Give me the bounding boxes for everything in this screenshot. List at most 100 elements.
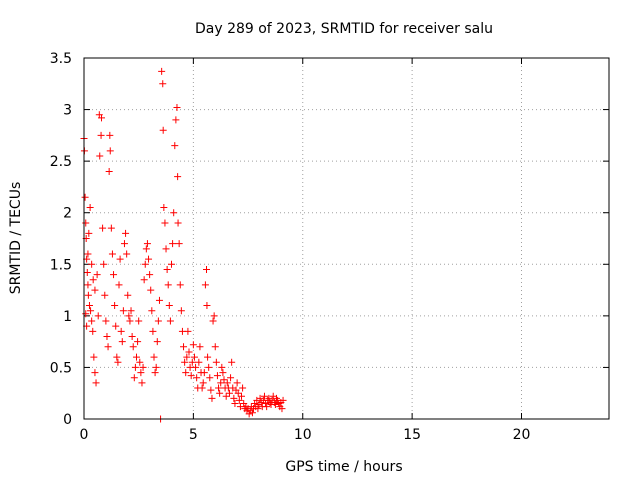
data-point — [166, 317, 174, 325]
data-point — [209, 317, 217, 325]
data-point — [103, 332, 111, 340]
data-point — [91, 369, 99, 377]
data-point — [183, 353, 191, 361]
data-point — [158, 67, 166, 75]
y-tick-label: 2.5 — [50, 154, 72, 170]
data-point — [104, 343, 112, 351]
data-point — [82, 219, 90, 227]
data-point — [94, 312, 102, 320]
grid-lines — [84, 58, 609, 419]
data-point — [130, 374, 138, 382]
data-point — [189, 341, 197, 349]
data-point — [85, 229, 93, 237]
data-point — [238, 392, 245, 400]
data-point — [146, 271, 154, 279]
data-point — [141, 260, 149, 268]
data-point — [172, 116, 180, 124]
data-point — [159, 80, 167, 88]
data-point — [108, 250, 116, 258]
data-point — [126, 317, 134, 325]
data-point — [260, 392, 268, 400]
data-point — [120, 240, 128, 248]
plot-frame — [83, 57, 610, 420]
data-point — [101, 291, 109, 299]
data-point — [207, 386, 215, 394]
data-point — [149, 327, 157, 335]
data-point — [113, 353, 121, 361]
data-point — [106, 147, 114, 155]
data-point — [122, 229, 130, 237]
data-point — [227, 374, 235, 382]
data-point — [218, 363, 226, 371]
x-tick-label: 20 — [513, 427, 531, 443]
data-point — [185, 348, 193, 356]
data-point — [110, 271, 118, 279]
data-point — [187, 372, 195, 380]
data-point — [84, 291, 92, 299]
data-point — [90, 353, 98, 361]
data-point — [88, 260, 96, 268]
data-point — [223, 379, 231, 387]
data-point — [271, 401, 279, 409]
data-point — [231, 400, 239, 408]
data-point — [154, 317, 162, 325]
data-point — [97, 131, 105, 139]
data-point — [93, 271, 101, 279]
data-point — [206, 374, 214, 382]
data-point — [137, 369, 145, 377]
data-point — [219, 369, 227, 377]
data-point — [188, 358, 196, 366]
data-point — [99, 224, 107, 232]
data-point — [210, 312, 218, 320]
data-point — [123, 250, 131, 258]
data-point — [86, 204, 94, 212]
data-point — [138, 379, 146, 387]
data-point — [181, 358, 189, 366]
x-axis-label: GPS time / hours — [285, 459, 402, 475]
tick-labels: 0 5 10 15 20 0 0.5 1 1.5 2 2.5 3 3.5 — [50, 51, 531, 443]
data-point — [254, 405, 262, 413]
data-point — [203, 265, 210, 273]
data-point — [124, 291, 132, 299]
data-point — [106, 131, 114, 139]
data-point — [84, 250, 92, 258]
data-point — [111, 302, 119, 310]
data-point — [159, 126, 167, 134]
data-point — [102, 317, 110, 325]
data-point — [174, 219, 182, 227]
data-point — [230, 394, 238, 402]
y-tick-label: 0 — [63, 412, 72, 428]
data-point — [128, 332, 136, 340]
data-point — [96, 152, 104, 160]
y-tick-label: 0.5 — [50, 360, 72, 376]
data-point — [89, 276, 97, 284]
data-point — [193, 374, 201, 382]
data-point — [162, 245, 170, 253]
data-point — [235, 396, 243, 404]
data-point — [171, 142, 179, 150]
data-point — [195, 358, 203, 366]
data-point — [263, 403, 271, 411]
data-point — [203, 302, 211, 310]
data-point — [147, 286, 155, 294]
data-point — [135, 317, 143, 325]
data-point — [180, 343, 188, 351]
data-point — [217, 379, 225, 387]
data-point — [192, 363, 200, 371]
data-point — [87, 307, 95, 315]
data-points — [80, 67, 287, 423]
data-point — [153, 338, 161, 346]
y-tick-label: 1.5 — [50, 257, 72, 273]
data-point — [117, 327, 125, 335]
data-point — [198, 384, 206, 392]
data-point — [190, 353, 198, 361]
data-point — [89, 327, 97, 335]
data-point — [200, 369, 208, 377]
data-point — [208, 394, 216, 402]
data-point — [165, 302, 173, 310]
data-point — [83, 269, 91, 277]
data-point — [150, 353, 158, 361]
data-point — [105, 167, 113, 175]
x-tick-label: 0 — [80, 427, 89, 443]
data-point — [176, 281, 184, 289]
